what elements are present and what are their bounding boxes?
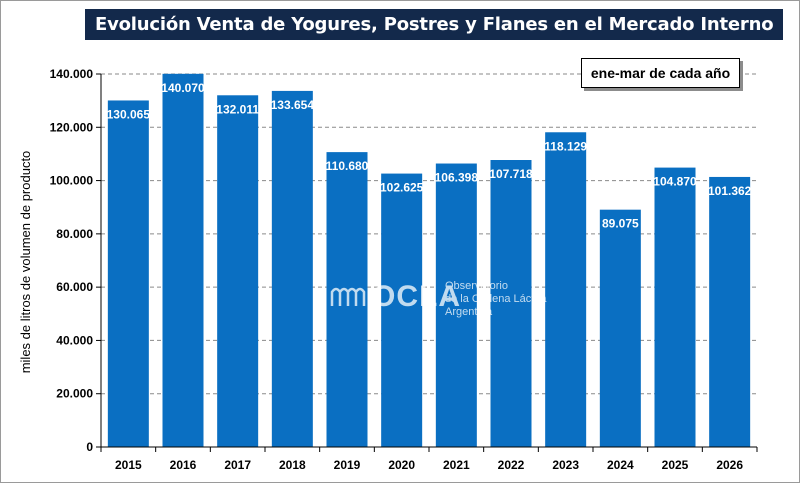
x-tick-label: 2025 xyxy=(662,458,689,472)
value-label-2023: 118.129 xyxy=(544,139,587,153)
bar-2020 xyxy=(381,173,423,447)
y-tick-label: 140.000 xyxy=(50,67,94,81)
value-label-2021: 106.398 xyxy=(435,171,479,185)
watermark-line-2: de la Cadena Láctea xyxy=(445,293,547,305)
value-label-2018: 133.654 xyxy=(271,98,315,112)
bar-2015 xyxy=(107,100,149,448)
bar-2026 xyxy=(709,176,751,447)
x-tick-label: 2021 xyxy=(443,458,470,472)
bar-2022 xyxy=(490,160,532,447)
y-tick-label: 60.000 xyxy=(56,280,93,294)
bar-2017 xyxy=(217,95,259,448)
x-tick-labels: 2015 2016 2017 2018 2019 2020 2021 2022 2023 2024… xyxy=(100,447,758,472)
value-label-2026: 101.362 xyxy=(708,184,752,198)
chart-subtitle: ene-mar de cada año xyxy=(581,58,740,88)
bar-2023 xyxy=(545,132,587,447)
value-label-2015: 130.065 xyxy=(107,107,151,121)
y-tick-label: 0 xyxy=(86,440,93,454)
y-tick-labels: 0 20.000 40.000 60.000 80.000 100.000 120.000 1… xyxy=(50,67,101,454)
x-tick-label: 2023 xyxy=(552,458,579,472)
bar-2025 xyxy=(654,167,696,447)
value-label-2024: 89.075 xyxy=(602,217,639,231)
x-tick-label: 2016 xyxy=(170,458,197,472)
x-tick-label: 2020 xyxy=(388,458,415,472)
y-axis-label: miles de litros de volumen de producto xyxy=(18,151,33,374)
y-tick-label: 120.000 xyxy=(50,120,94,134)
x-tick-label: 2024 xyxy=(607,458,634,472)
value-label-2025: 104.870 xyxy=(653,175,697,189)
watermark-line-1: Observatorio xyxy=(445,280,508,292)
x-tick-label: 2015 xyxy=(115,458,142,472)
value-label-2017: 132.011 xyxy=(216,102,259,116)
bar-2016 xyxy=(162,73,204,447)
x-tick-label: 2019 xyxy=(334,458,361,472)
value-label-2020: 102.625 xyxy=(380,181,424,195)
y-tick-label: 20.000 xyxy=(56,387,93,401)
chart-title: Evolución Venta de Yogures, Postres y Fl… xyxy=(85,9,784,40)
value-label-2016: 140.070 xyxy=(161,81,205,95)
value-label-2022: 107.718 xyxy=(489,167,533,181)
ocla-logo-text: OCLA xyxy=(372,280,461,313)
bars xyxy=(107,73,751,448)
value-label-2019: 110.680 xyxy=(326,159,369,173)
bar-2018 xyxy=(271,90,313,447)
y-tick-label: 100.000 xyxy=(50,174,94,188)
bar-2021 xyxy=(435,163,477,447)
x-tick-label: 2022 xyxy=(498,458,525,472)
y-tick-label: 80.000 xyxy=(56,227,93,241)
watermark-line-3: Argentina xyxy=(445,306,493,318)
x-tick-label: 2018 xyxy=(279,458,306,472)
bar-2024 xyxy=(599,209,641,447)
x-tick-label: 2026 xyxy=(716,458,743,472)
value-labels: 130.065 140.070 132.011 133.654 110.680 102.6… xyxy=(107,81,752,231)
x-tick-label: 2017 xyxy=(224,458,251,472)
y-tick-label: 40.000 xyxy=(56,333,93,347)
ocla-wave-icon xyxy=(330,287,366,306)
